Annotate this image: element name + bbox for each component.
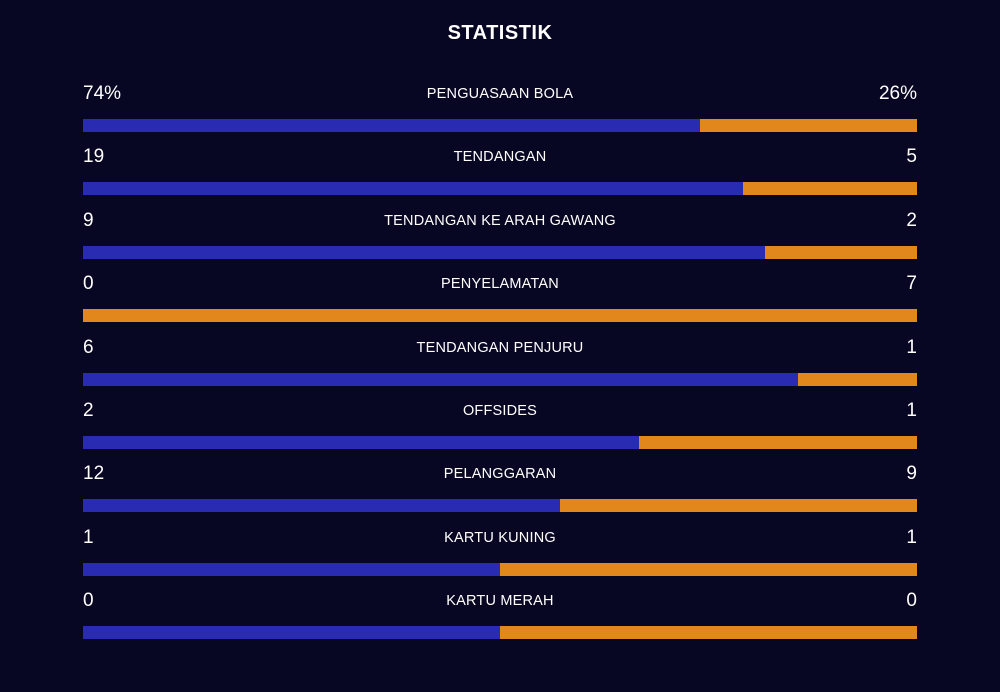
comparison-bar xyxy=(83,562,917,576)
stat-label: KARTU KUNING xyxy=(444,529,556,546)
home-value: 12 xyxy=(83,463,105,485)
away-value: 5 xyxy=(906,146,917,168)
comparison-bar xyxy=(83,435,917,449)
away-bar-segment xyxy=(500,626,917,640)
stat-header: 6 TENDANGAN PENJURU 1 xyxy=(83,334,917,362)
stat-label: PENGUASAAN BOLA xyxy=(426,86,574,102)
away-bar-segment xyxy=(743,182,917,196)
home-bar-segment xyxy=(83,182,744,196)
stat-header: 19 TENDANGAN 5 xyxy=(83,143,917,171)
away-value: 2 xyxy=(906,209,917,231)
away-bar-segment xyxy=(559,499,917,513)
comparison-bar xyxy=(83,626,917,640)
away-value: 1 xyxy=(906,399,917,421)
stat-row-penguasaan-bola: 74% PENGUASAAN BOLA 26% xyxy=(83,80,917,143)
stat-row-kartu-merah: 0 KARTU MERAH 0 xyxy=(83,587,917,650)
away-value: 1 xyxy=(906,336,917,358)
stat-header: 74% PENGUASAAN BOLA 26% xyxy=(83,80,917,108)
stat-row-pelanggaran: 12 PELANGGARAN 9 xyxy=(83,460,917,523)
panel-title: STATISTIK xyxy=(447,22,553,44)
stat-header: 2 OFFSIDES 1 xyxy=(83,397,917,425)
home-bar-segment xyxy=(83,119,701,132)
stat-label: PELANGGARAN xyxy=(443,466,557,483)
stat-label: KARTU MERAH xyxy=(446,593,554,610)
home-value: 0 xyxy=(83,273,94,295)
away-value: 9 xyxy=(906,463,917,485)
away-bar-segment xyxy=(765,245,917,259)
stat-header: 0 PENYELAMATAN 7 xyxy=(83,270,917,298)
home-value: 1 xyxy=(83,526,94,548)
stat-row-tendangan-ke-arah-gawang: 9 TENDANGAN KE ARAH GAWANG 2 xyxy=(83,207,917,270)
stat-label: PENYELAMATAN xyxy=(441,276,559,293)
stat-row-offsides: 2 OFFSIDES 1 xyxy=(83,397,917,460)
home-bar-segment xyxy=(83,499,560,513)
away-bar-segment xyxy=(797,372,917,386)
home-bar-segment xyxy=(83,435,640,449)
comparison-bar xyxy=(83,245,917,259)
home-value: 74% xyxy=(83,83,122,104)
away-bar-segment xyxy=(83,309,917,323)
away-bar-segment xyxy=(700,119,917,132)
stat-header: 12 PELANGGARAN 9 xyxy=(83,460,917,488)
home-bar-segment xyxy=(83,372,798,386)
comparison-bar xyxy=(83,372,917,386)
comparison-bar xyxy=(83,499,917,513)
home-value: 0 xyxy=(83,590,94,612)
home-bar-segment xyxy=(83,562,500,576)
home-value: 6 xyxy=(83,336,94,358)
home-bar-segment xyxy=(83,626,500,640)
stat-row-tendangan: 19 TENDANGAN 5 xyxy=(83,143,917,206)
stat-row-tendangan-penjuru: 6 TENDANGAN PENJURU 1 xyxy=(83,334,917,397)
home-value: 2 xyxy=(83,399,94,421)
stat-label: TENDANGAN KE ARAH GAWANG xyxy=(384,212,616,229)
comparison-bar xyxy=(83,182,917,196)
comparison-bar xyxy=(83,309,917,323)
stat-header: 0 KARTU MERAH 0 xyxy=(83,587,917,615)
stats-list: 74% PENGUASAAN BOLA 26% 19 TENDANGAN 5 xyxy=(83,80,917,651)
stat-label: TENDANGAN xyxy=(453,149,547,166)
comparison-bar xyxy=(83,119,917,132)
home-value: 9 xyxy=(83,209,94,231)
away-bar-segment xyxy=(639,435,917,449)
away-value: 0 xyxy=(906,590,917,612)
away-value: 7 xyxy=(906,273,917,295)
away-value: 1 xyxy=(906,526,917,548)
home-value: 19 xyxy=(83,146,105,168)
away-value: 26% xyxy=(878,83,917,104)
home-bar-segment xyxy=(83,245,766,259)
stat-row-kartu-kuning: 1 KARTU KUNING 1 xyxy=(83,524,917,587)
stat-header: 9 TENDANGAN KE ARAH GAWANG 2 xyxy=(83,207,917,235)
stat-header: 1 KARTU KUNING 1 xyxy=(83,524,917,552)
stat-row-penyelamatan: 0 PENYELAMATAN 7 xyxy=(83,270,917,333)
away-bar-segment xyxy=(500,562,917,576)
stat-label: OFFSIDES xyxy=(462,402,538,419)
stat-label: TENDANGAN PENJURU xyxy=(416,339,584,356)
